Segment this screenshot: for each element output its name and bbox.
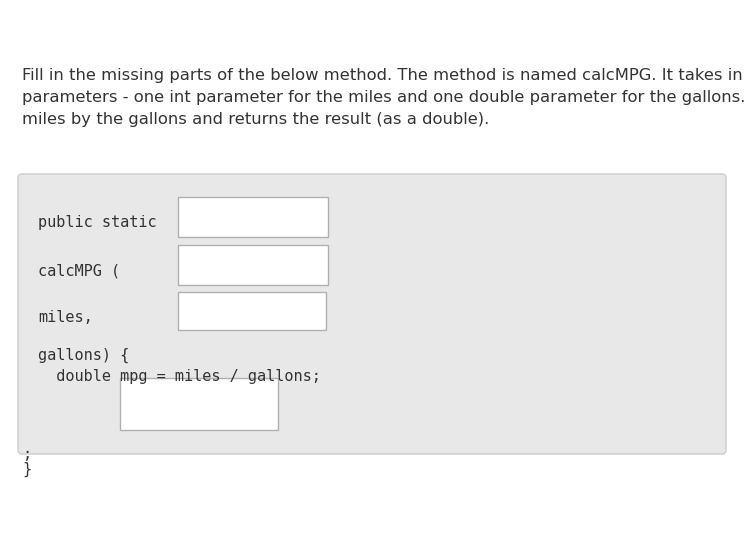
- Text: parameters - one int parameter for the miles and one double parameter for the ga: parameters - one int parameter for the m…: [22, 90, 745, 105]
- Text: ;: ;: [22, 447, 31, 462]
- FancyBboxPatch shape: [18, 174, 726, 454]
- Text: calcMPG (: calcMPG (: [38, 263, 120, 278]
- Text: miles by the gallons and returns the result (as a double).: miles by the gallons and returns the res…: [22, 112, 489, 127]
- FancyBboxPatch shape: [120, 378, 278, 430]
- Text: }: }: [22, 462, 31, 477]
- FancyBboxPatch shape: [178, 292, 326, 330]
- Text: miles,: miles,: [38, 310, 92, 325]
- Text: double mpg = miles / gallons;: double mpg = miles / gallons;: [38, 369, 321, 384]
- Text: gallons) {: gallons) {: [38, 348, 129, 363]
- Text: Fill in the missing parts of the below method. The method is named calcMPG. It t: Fill in the missing parts of the below m…: [22, 68, 745, 83]
- Text: public static: public static: [38, 215, 156, 230]
- FancyBboxPatch shape: [178, 197, 328, 237]
- FancyBboxPatch shape: [178, 245, 328, 285]
